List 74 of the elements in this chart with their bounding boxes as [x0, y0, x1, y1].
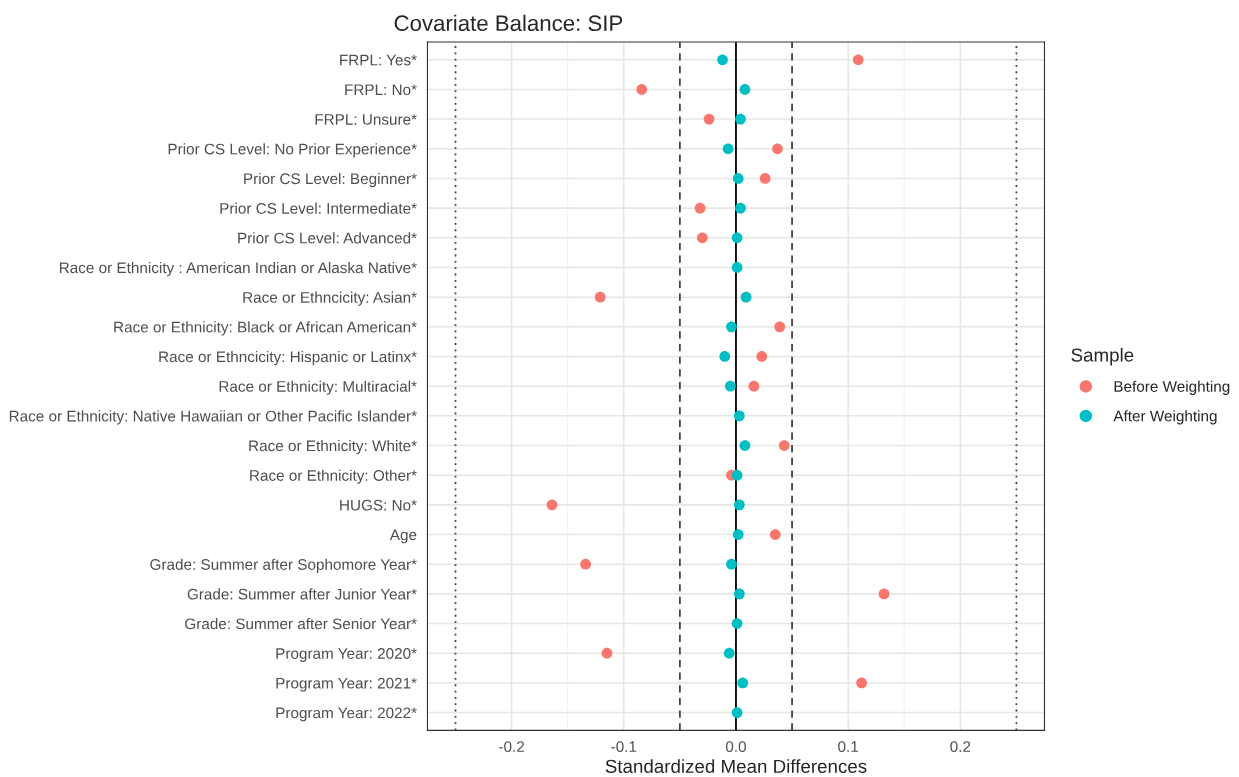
point: [733, 499, 745, 511]
point: [740, 291, 752, 303]
point: [703, 113, 715, 125]
y-tick-label: Race or Ethncicity: Hispanic or Latinx*: [159, 350, 417, 366]
x-tick-label: 0.2: [950, 741, 971, 753]
y-tick-label: Grade: Summer after Junior Year*: [187, 588, 417, 600]
point: [731, 232, 743, 244]
point: [856, 677, 867, 689]
point: [739, 84, 751, 95]
y-tick-label: Prior CS Level: Advanced*: [238, 232, 417, 244]
x-tick-label: -0.1: [611, 741, 637, 753]
x-axis-title: Standardized Mean Differences: [605, 759, 867, 773]
point: [722, 143, 734, 155]
y-tick-label: Age: [389, 529, 417, 544]
point: [580, 558, 592, 570]
point: [724, 380, 736, 392]
point: [731, 707, 743, 718]
x-tick-label: 0.0: [725, 741, 746, 753]
point: [719, 351, 731, 362]
y-tick-label: Race or Ethnicity: Multiracial*: [219, 380, 417, 395]
point: [878, 588, 890, 600]
point: [732, 529, 744, 540]
point: [731, 618, 743, 629]
y-tick-label: Race or Ethnicity : American Indian or Alaska Native*: [59, 261, 417, 277]
point: [726, 558, 737, 570]
point: [731, 262, 743, 273]
point: [748, 380, 760, 392]
point: [694, 202, 706, 214]
point: [594, 291, 606, 303]
point: [726, 321, 737, 333]
x-tick-label: 0.1: [838, 741, 859, 753]
point: [731, 469, 743, 481]
point: [601, 647, 613, 659]
y-tick-label: HUGS: No*: [340, 499, 417, 511]
point: [769, 529, 781, 540]
y-tick-label: Race or Ethnicity: Native Hawaiian or Other Pacific Islander*: [9, 410, 417, 425]
point: [772, 143, 783, 155]
y-tick-label: Race or Ethnicity: Other*: [250, 469, 417, 484]
point: [735, 202, 746, 214]
y-tick-label: Program Year: 2020*: [276, 648, 417, 662]
point: [852, 54, 864, 66]
y-tick-label: Race or Ethnicity: Black or African American*: [114, 321, 417, 336]
y-tick-label: Prior CS Level: Beginner*: [244, 172, 417, 188]
point: [717, 54, 728, 66]
y-tick-label: FRPL: No*: [345, 84, 417, 96]
point: [737, 677, 749, 689]
y-tick-label: Program Year: 2022*: [276, 707, 417, 722]
y-tick-label: Prior CS Level: Intermediate*: [220, 202, 417, 214]
legend-title: Sample: [1071, 347, 1134, 366]
point: [546, 499, 558, 511]
y-tick-label: Race or Ethnicity: White*: [249, 439, 417, 455]
y-tick-label: Race or Ethncicity: Asian*: [243, 291, 417, 306]
point: [759, 173, 771, 184]
point: [636, 84, 648, 95]
point: [739, 440, 751, 451]
point: [756, 351, 768, 362]
y-tick-label: FRPL: Yes*: [340, 54, 417, 66]
point: [735, 113, 746, 125]
point: [733, 588, 745, 600]
legend-label: Before Weighting: [1114, 380, 1230, 395]
point: [778, 440, 790, 451]
y-tick-label: Prior CS Level: No Prior Experience*: [168, 143, 417, 158]
chart-title: Covariate Balance: SIP: [394, 14, 623, 32]
y-tick-label: Program Year: 2021*: [276, 677, 417, 692]
x-tick-label: -0.2: [499, 741, 524, 753]
y-tick-label: FRPL: Unsure*: [315, 114, 417, 125]
point: [732, 173, 744, 184]
point: [696, 232, 708, 244]
y-tick-label: Grade: Summer after Senior Year*: [185, 618, 417, 630]
legend-label: After Weighting: [1113, 410, 1217, 425]
point: [723, 647, 735, 659]
point: [733, 410, 745, 422]
point: [774, 321, 786, 333]
y-tick-label: Grade: Summer after Sophomore Year*: [150, 558, 417, 573]
